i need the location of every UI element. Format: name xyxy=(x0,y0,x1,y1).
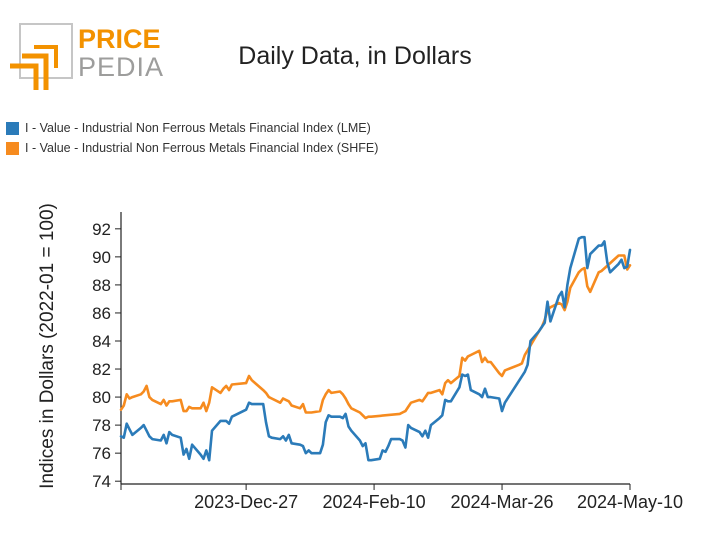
legend-swatch-shfe xyxy=(6,141,19,155)
legend-item-shfe[interactable]: I - Value - Industrial Non Ferrous Metal… xyxy=(6,138,378,158)
logo-mark xyxy=(10,23,73,90)
y-axis: 74 76 78 80 82 84 86 88 90 92 xyxy=(92,212,122,491)
y-tick-label: 80 xyxy=(92,388,111,407)
x-tick-label: 2023-Dec-27 xyxy=(194,492,298,512)
y-tick-label: 92 xyxy=(92,220,111,239)
x-axis: 2023-Dec-27 2024-Feb-10 2024-Mar-26 2024-Ma… xyxy=(120,483,683,512)
legend-label-lme: I - Value - Industrial Non Ferrous Metal… xyxy=(25,121,371,135)
legend-item-lme[interactable]: I - Value - Industrial Non Ferrous Metal… xyxy=(6,118,378,138)
chart-title: Daily Data, in Dollars xyxy=(238,42,472,70)
logo-word-pedia: PEDIA xyxy=(78,52,164,82)
y-tick-label: 76 xyxy=(92,444,111,463)
y-tick-label: 86 xyxy=(92,304,111,323)
series-line-shfe xyxy=(119,254,632,420)
legend-swatch-lme xyxy=(6,121,19,135)
y-tick-label: 88 xyxy=(92,276,111,295)
y-tick-label: 78 xyxy=(92,416,111,435)
y-tick-label: 90 xyxy=(92,248,111,267)
legend-label-shfe: I - Value - Industrial Non Ferrous Metal… xyxy=(25,141,379,155)
pricepedia-logo: PRICE PEDIA xyxy=(10,23,164,90)
series-line-lme xyxy=(119,235,632,462)
y-axis-label: Indices in Dollars (2022-01 = 100) xyxy=(37,203,58,489)
legend: I - Value - Industrial Non Ferrous Metal… xyxy=(6,118,378,158)
x-tick-label: 2024-Mar-26 xyxy=(451,492,554,512)
series-layer xyxy=(119,235,632,462)
x-tick-label: 2024-May-10 xyxy=(577,492,683,512)
y-tick-label: 74 xyxy=(92,472,111,491)
y-tick-label: 82 xyxy=(92,360,111,379)
logo-word-price: PRICE xyxy=(78,24,161,54)
y-tick-label: 84 xyxy=(92,332,111,351)
x-tick-label: 2024-Feb-10 xyxy=(323,492,426,512)
